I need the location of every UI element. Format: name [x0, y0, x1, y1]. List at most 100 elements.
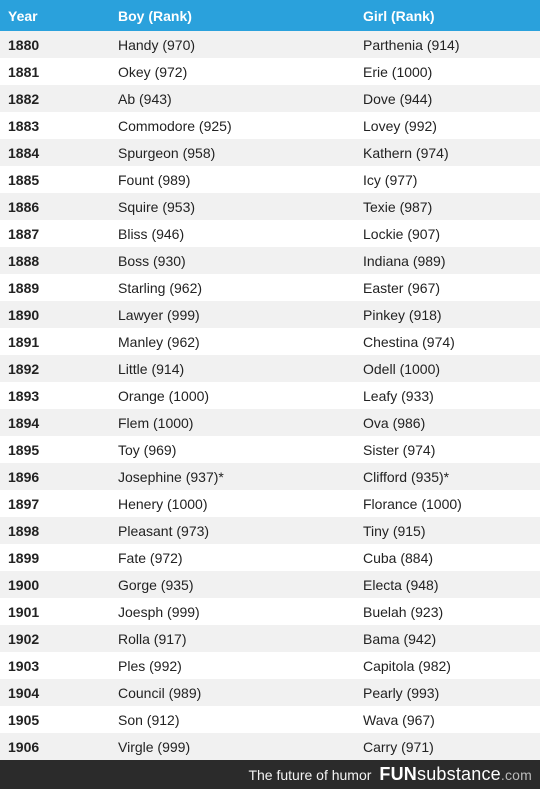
cell-girl-name: Tiny (915): [363, 517, 540, 544]
cell-girl-name: Lockie (907): [363, 220, 540, 247]
cell-year: 1895: [0, 436, 118, 463]
table-row: 1883 Commodore (925) Lovey (992): [0, 112, 540, 139]
cell-boy-name: Virgle (999): [118, 733, 363, 760]
cell-girl-name: Electa (948): [363, 571, 540, 598]
table-row: 1884 Spurgeon (958) Kathern (974): [0, 139, 540, 166]
cell-year: 1902: [0, 625, 118, 652]
table-row: 1898 Pleasant (973) Tiny (915): [0, 517, 540, 544]
cell-girl-name: Erie (1000): [363, 58, 540, 85]
cell-year: 1887: [0, 220, 118, 247]
cell-year: 1882: [0, 85, 118, 112]
cell-boy-name: Orange (1000): [118, 382, 363, 409]
cell-boy-name: Son (912): [118, 706, 363, 733]
cell-boy-name: Gorge (935): [118, 571, 363, 598]
cell-girl-name: Pearly (993): [363, 679, 540, 706]
cell-girl-name: Bama (942): [363, 625, 540, 652]
table-header-row: Year Boy (Rank) Girl (Rank): [0, 0, 540, 31]
cell-year: 1883: [0, 112, 118, 139]
cell-year: 1893: [0, 382, 118, 409]
cell-year: 1898: [0, 517, 118, 544]
cell-year: 1901: [0, 598, 118, 625]
header-year: Year: [0, 0, 118, 31]
cell-girl-name: Odell (1000): [363, 355, 540, 382]
cell-boy-name: Commodore (925): [118, 112, 363, 139]
brand-logo[interactable]: FUNsubstance.com: [379, 764, 532, 785]
table-row: 1895 Toy (969) Sister (974): [0, 436, 540, 463]
cell-year: 1889: [0, 274, 118, 301]
table-row: 1889 Starling (962) Easter (967): [0, 274, 540, 301]
table-row: 1890 Lawyer (999) Pinkey (918): [0, 301, 540, 328]
cell-girl-name: Chestina (974): [363, 328, 540, 355]
table-row: 1894 Flem (1000) Ova (986): [0, 409, 540, 436]
table-row: 1899 Fate (972) Cuba (884): [0, 544, 540, 571]
cell-girl-name: Texie (987): [363, 193, 540, 220]
cell-girl-name: Wava (967): [363, 706, 540, 733]
footer-tagline: The future of humor: [248, 766, 372, 783]
cell-year: 1905: [0, 706, 118, 733]
brand-com: .com: [500, 767, 532, 783]
cell-boy-name: Fate (972): [118, 544, 363, 571]
table-row: 1885 Fount (989) Icy (977): [0, 166, 540, 193]
cell-year: 1888: [0, 247, 118, 274]
cell-year: 1904: [0, 679, 118, 706]
cell-boy-name: Bliss (946): [118, 220, 363, 247]
table-row: 1905 Son (912) Wava (967): [0, 706, 540, 733]
table-row: 1887 Bliss (946) Lockie (907): [0, 220, 540, 247]
cell-girl-name: Dove (944): [363, 85, 540, 112]
table-row: 1896 Josephine (937)* Clifford (935)*: [0, 463, 540, 490]
cell-year: 1886: [0, 193, 118, 220]
cell-girl-name: Florance (1000): [363, 490, 540, 517]
table-row: 1901 Joesph (999) Buelah (923): [0, 598, 540, 625]
cell-boy-name: Handy (970): [118, 31, 363, 58]
table-row: 1906 Virgle (999) Carry (971): [0, 733, 540, 760]
footer-bar: The future of humor FUNsubstance.com: [0, 760, 540, 789]
table-row: 1904 Council (989) Pearly (993): [0, 679, 540, 706]
cell-girl-name: Indiana (989): [363, 247, 540, 274]
cell-year: 1881: [0, 58, 118, 85]
cell-year: 1891: [0, 328, 118, 355]
cell-year: 1885: [0, 166, 118, 193]
table-row: 1880 Handy (970) Parthenia (914): [0, 31, 540, 58]
cell-boy-name: Rolla (917): [118, 625, 363, 652]
cell-year: 1892: [0, 355, 118, 382]
table-row: 1900 Gorge (935) Electa (948): [0, 571, 540, 598]
cell-boy-name: Spurgeon (958): [118, 139, 363, 166]
cell-year: 1884: [0, 139, 118, 166]
cell-boy-name: Squire (953): [118, 193, 363, 220]
cell-boy-name: Toy (969): [118, 436, 363, 463]
cell-girl-name: Carry (971): [363, 733, 540, 760]
table-row: 1893 Orange (1000) Leafy (933): [0, 382, 540, 409]
cell-boy-name: Manley (962): [118, 328, 363, 355]
table-row: 1903 Ples (992) Capitola (982): [0, 652, 540, 679]
cell-year: 1880: [0, 31, 118, 58]
cell-year: 1890: [0, 301, 118, 328]
cell-boy-name: Boss (930): [118, 247, 363, 274]
table-row: 1902 Rolla (917) Bama (942): [0, 625, 540, 652]
header-girl: Girl (Rank): [363, 0, 540, 31]
cell-year: 1900: [0, 571, 118, 598]
cell-girl-name: Buelah (923): [363, 598, 540, 625]
cell-girl-name: Parthenia (914): [363, 31, 540, 58]
brand-fun: FUN: [379, 764, 417, 784]
cell-boy-name: Ples (992): [118, 652, 363, 679]
cell-girl-name: Pinkey (918): [363, 301, 540, 328]
cell-boy-name: Joesph (999): [118, 598, 363, 625]
cell-year: 1899: [0, 544, 118, 571]
cell-boy-name: Starling (962): [118, 274, 363, 301]
cell-girl-name: Kathern (974): [363, 139, 540, 166]
cell-boy-name: Fount (989): [118, 166, 363, 193]
cell-girl-name: Capitola (982): [363, 652, 540, 679]
cell-boy-name: Okey (972): [118, 58, 363, 85]
cell-girl-name: Easter (967): [363, 274, 540, 301]
cell-girl-name: Lovey (992): [363, 112, 540, 139]
table-body: 1880 Handy (970) Parthenia (914) 1881 Okey (…: [0, 31, 540, 760]
cell-year: 1896: [0, 463, 118, 490]
table-row: 1881 Okey (972) Erie (1000): [0, 58, 540, 85]
names-table: Year Boy (Rank) Girl (Rank) 1880 Handy (9…: [0, 0, 540, 760]
table-row: 1882 Ab (943) Dove (944): [0, 85, 540, 112]
cell-boy-name: Flem (1000): [118, 409, 363, 436]
cell-year: 1903: [0, 652, 118, 679]
table-row: 1897 Henery (1000) Florance (1000): [0, 490, 540, 517]
cell-girl-name: Ova (986): [363, 409, 540, 436]
